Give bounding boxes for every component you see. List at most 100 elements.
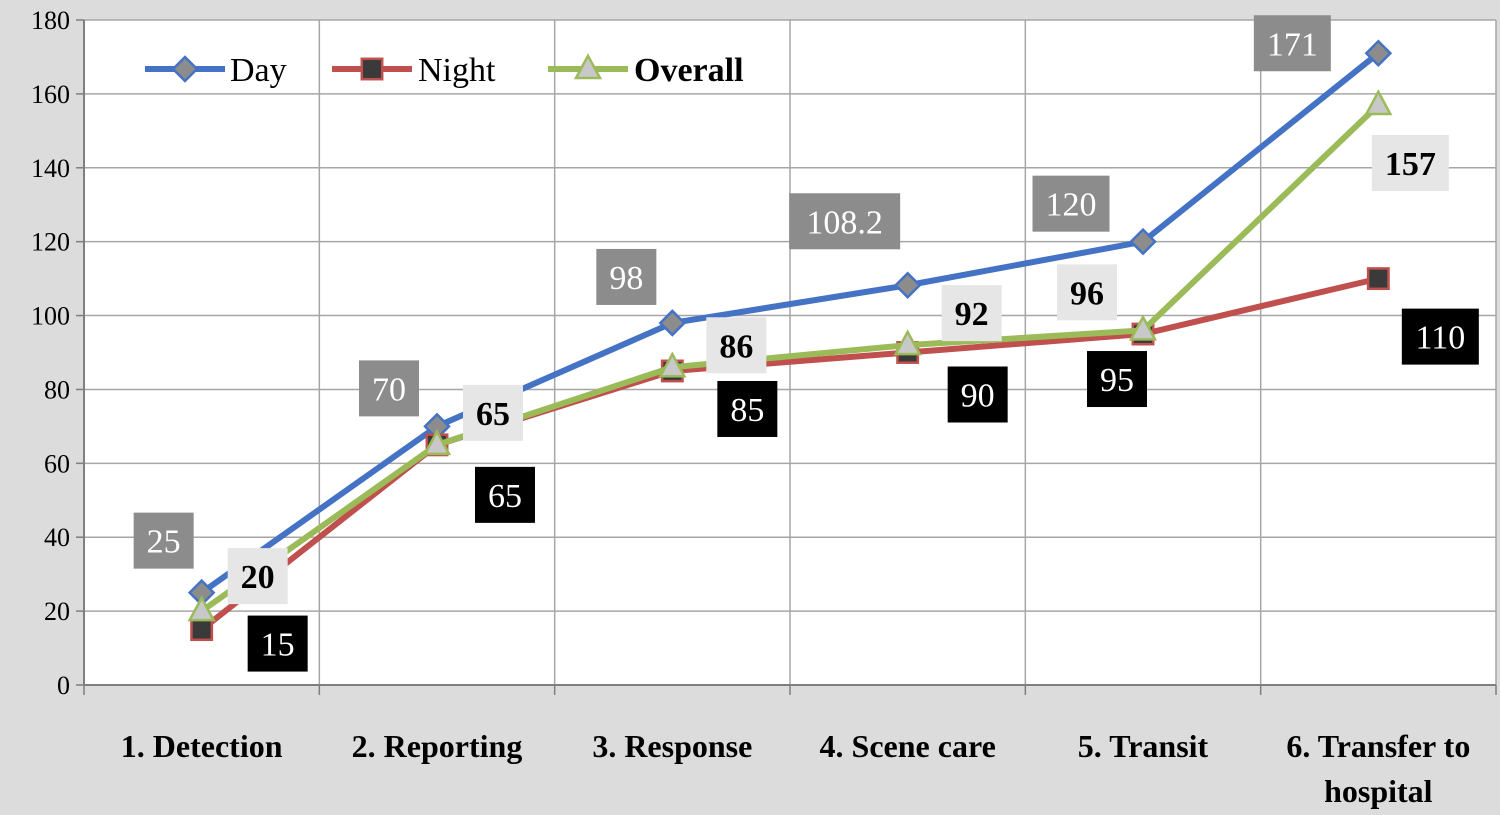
- data-label-text: 95: [1100, 362, 1134, 399]
- grid-lines: [84, 19, 1497, 685]
- legend-label: Night: [418, 52, 496, 89]
- data-label-text: 70: [372, 371, 406, 408]
- data-label-night: 110: [1401, 308, 1479, 365]
- data-label-text: 65: [476, 396, 510, 433]
- x-category-label: 3. Response: [592, 728, 752, 764]
- y-tick-label: 80: [44, 375, 70, 404]
- data-label-text: 15: [261, 627, 295, 664]
- y-tick-label: 160: [31, 80, 70, 109]
- legend-label: Day: [230, 52, 287, 89]
- series-overall: [187, 89, 1393, 622]
- data-label-box: [789, 193, 901, 250]
- data-point-overall: [893, 329, 922, 356]
- legend-marker: [171, 55, 199, 83]
- x-category-label: 6. Transfer to hospital: [1286, 728, 1470, 809]
- data-label-overall: 20: [227, 548, 288, 605]
- data-label-box: [1087, 351, 1147, 408]
- data-label-day: 108.2: [789, 193, 901, 250]
- data-label-box: [941, 285, 1002, 342]
- data-point-day: [1364, 39, 1393, 68]
- legend-marker: [573, 53, 603, 80]
- y-tick-label: 20: [44, 597, 70, 626]
- legend-marker: [360, 57, 384, 81]
- legend-item-overall: Overall: [548, 52, 744, 89]
- data-label-text: 120: [1046, 187, 1097, 224]
- y-tick-label: 100: [31, 302, 70, 331]
- series-line-day: [199, 50, 1381, 596]
- data-label-text: 85: [730, 392, 764, 429]
- data-label-box: [359, 360, 419, 417]
- data-label-text: 171: [1267, 26, 1318, 63]
- data-label-night: 95: [1087, 351, 1147, 408]
- y-tick-label: 0: [57, 671, 70, 700]
- data-label-box: [133, 512, 194, 569]
- data-label-text: 20: [241, 559, 275, 596]
- y-tick-label: 60: [44, 449, 70, 478]
- data-label-box: [717, 380, 778, 437]
- data-label-box: [463, 384, 523, 441]
- data-label-day: 120: [1032, 175, 1110, 232]
- data-label-day: 25: [133, 512, 194, 569]
- data-label-box: [947, 366, 1008, 423]
- data-label-day: 70: [359, 360, 419, 417]
- data-label-box: [227, 548, 288, 605]
- data-label-box: [1032, 175, 1110, 232]
- data-point-day: [658, 309, 687, 337]
- data-label-text: 98: [609, 260, 643, 297]
- data-point-overall: [187, 595, 216, 622]
- data-label-day: 98: [596, 248, 657, 305]
- data-label-night: 90: [947, 366, 1008, 423]
- data-label-night: 15: [247, 615, 308, 672]
- y-tick-label: 180: [31, 6, 70, 35]
- data-label-night: 65: [475, 466, 535, 523]
- axes: 0 20 40 60 80 100 120 140 160 180 1. Detection 2. R…: [31, 6, 1497, 809]
- data-point-night: [190, 618, 214, 642]
- series-day: [187, 39, 1393, 607]
- data-point-overall: [422, 429, 452, 456]
- data-label-text: 108.2: [806, 204, 883, 241]
- data-label-box: [596, 248, 657, 305]
- data-label-box: [1253, 15, 1331, 72]
- data-label-text: 110: [1415, 320, 1465, 357]
- data-label-box: [706, 317, 767, 374]
- data-label-text: 157: [1385, 146, 1436, 183]
- data-label-text: 86: [719, 328, 753, 365]
- data-point-overall: [1128, 314, 1158, 341]
- data-label-night: 85: [717, 380, 778, 437]
- legend-item-night: Night: [332, 52, 496, 89]
- data-label-day: 171: [1253, 15, 1331, 72]
- data-label-text: 90: [961, 378, 995, 415]
- data-label-text: 92: [955, 296, 989, 333]
- data-label-box: [475, 466, 535, 523]
- legend-item-day: Day: [145, 52, 287, 89]
- data-label-overall: 65: [463, 384, 523, 441]
- x-category-label: 4. Scene care: [820, 728, 996, 764]
- data-label-overall: 86: [706, 317, 767, 374]
- data-point-night: [1366, 267, 1390, 291]
- data-label-text: 25: [147, 524, 181, 561]
- data-point-day: [1129, 227, 1157, 256]
- data-point-overall: [658, 351, 687, 378]
- data-label-text: 96: [1070, 275, 1104, 312]
- data-label-box: [1401, 308, 1479, 365]
- x-category-label: 1. Detection: [121, 728, 283, 764]
- x-category-label: 2. Reporting: [352, 728, 523, 764]
- data-label-box: [1057, 264, 1117, 321]
- data-label-overall: 157: [1371, 134, 1449, 191]
- data-label-box: [247, 615, 308, 672]
- data-labels: 25 70 98 108.2 120 171 15 65 85 90 95 110 20 65 86 92 96…: [133, 15, 1479, 672]
- data-point-day: [893, 271, 922, 300]
- data-label-overall: 92: [941, 285, 1002, 342]
- data-label-box: [1371, 134, 1449, 191]
- data-label-overall: 96: [1057, 264, 1117, 321]
- x-category-label: 5. Transit: [1078, 728, 1209, 764]
- y-tick-label: 40: [44, 523, 70, 552]
- series-line-overall: [199, 102, 1381, 614]
- y-tick-label: 120: [31, 228, 70, 257]
- series-lines: [187, 39, 1393, 642]
- data-point-overall: [1364, 89, 1393, 116]
- legend-label: Overall: [634, 52, 744, 89]
- data-label-text: 65: [488, 478, 522, 515]
- y-tick-label: 140: [31, 154, 70, 183]
